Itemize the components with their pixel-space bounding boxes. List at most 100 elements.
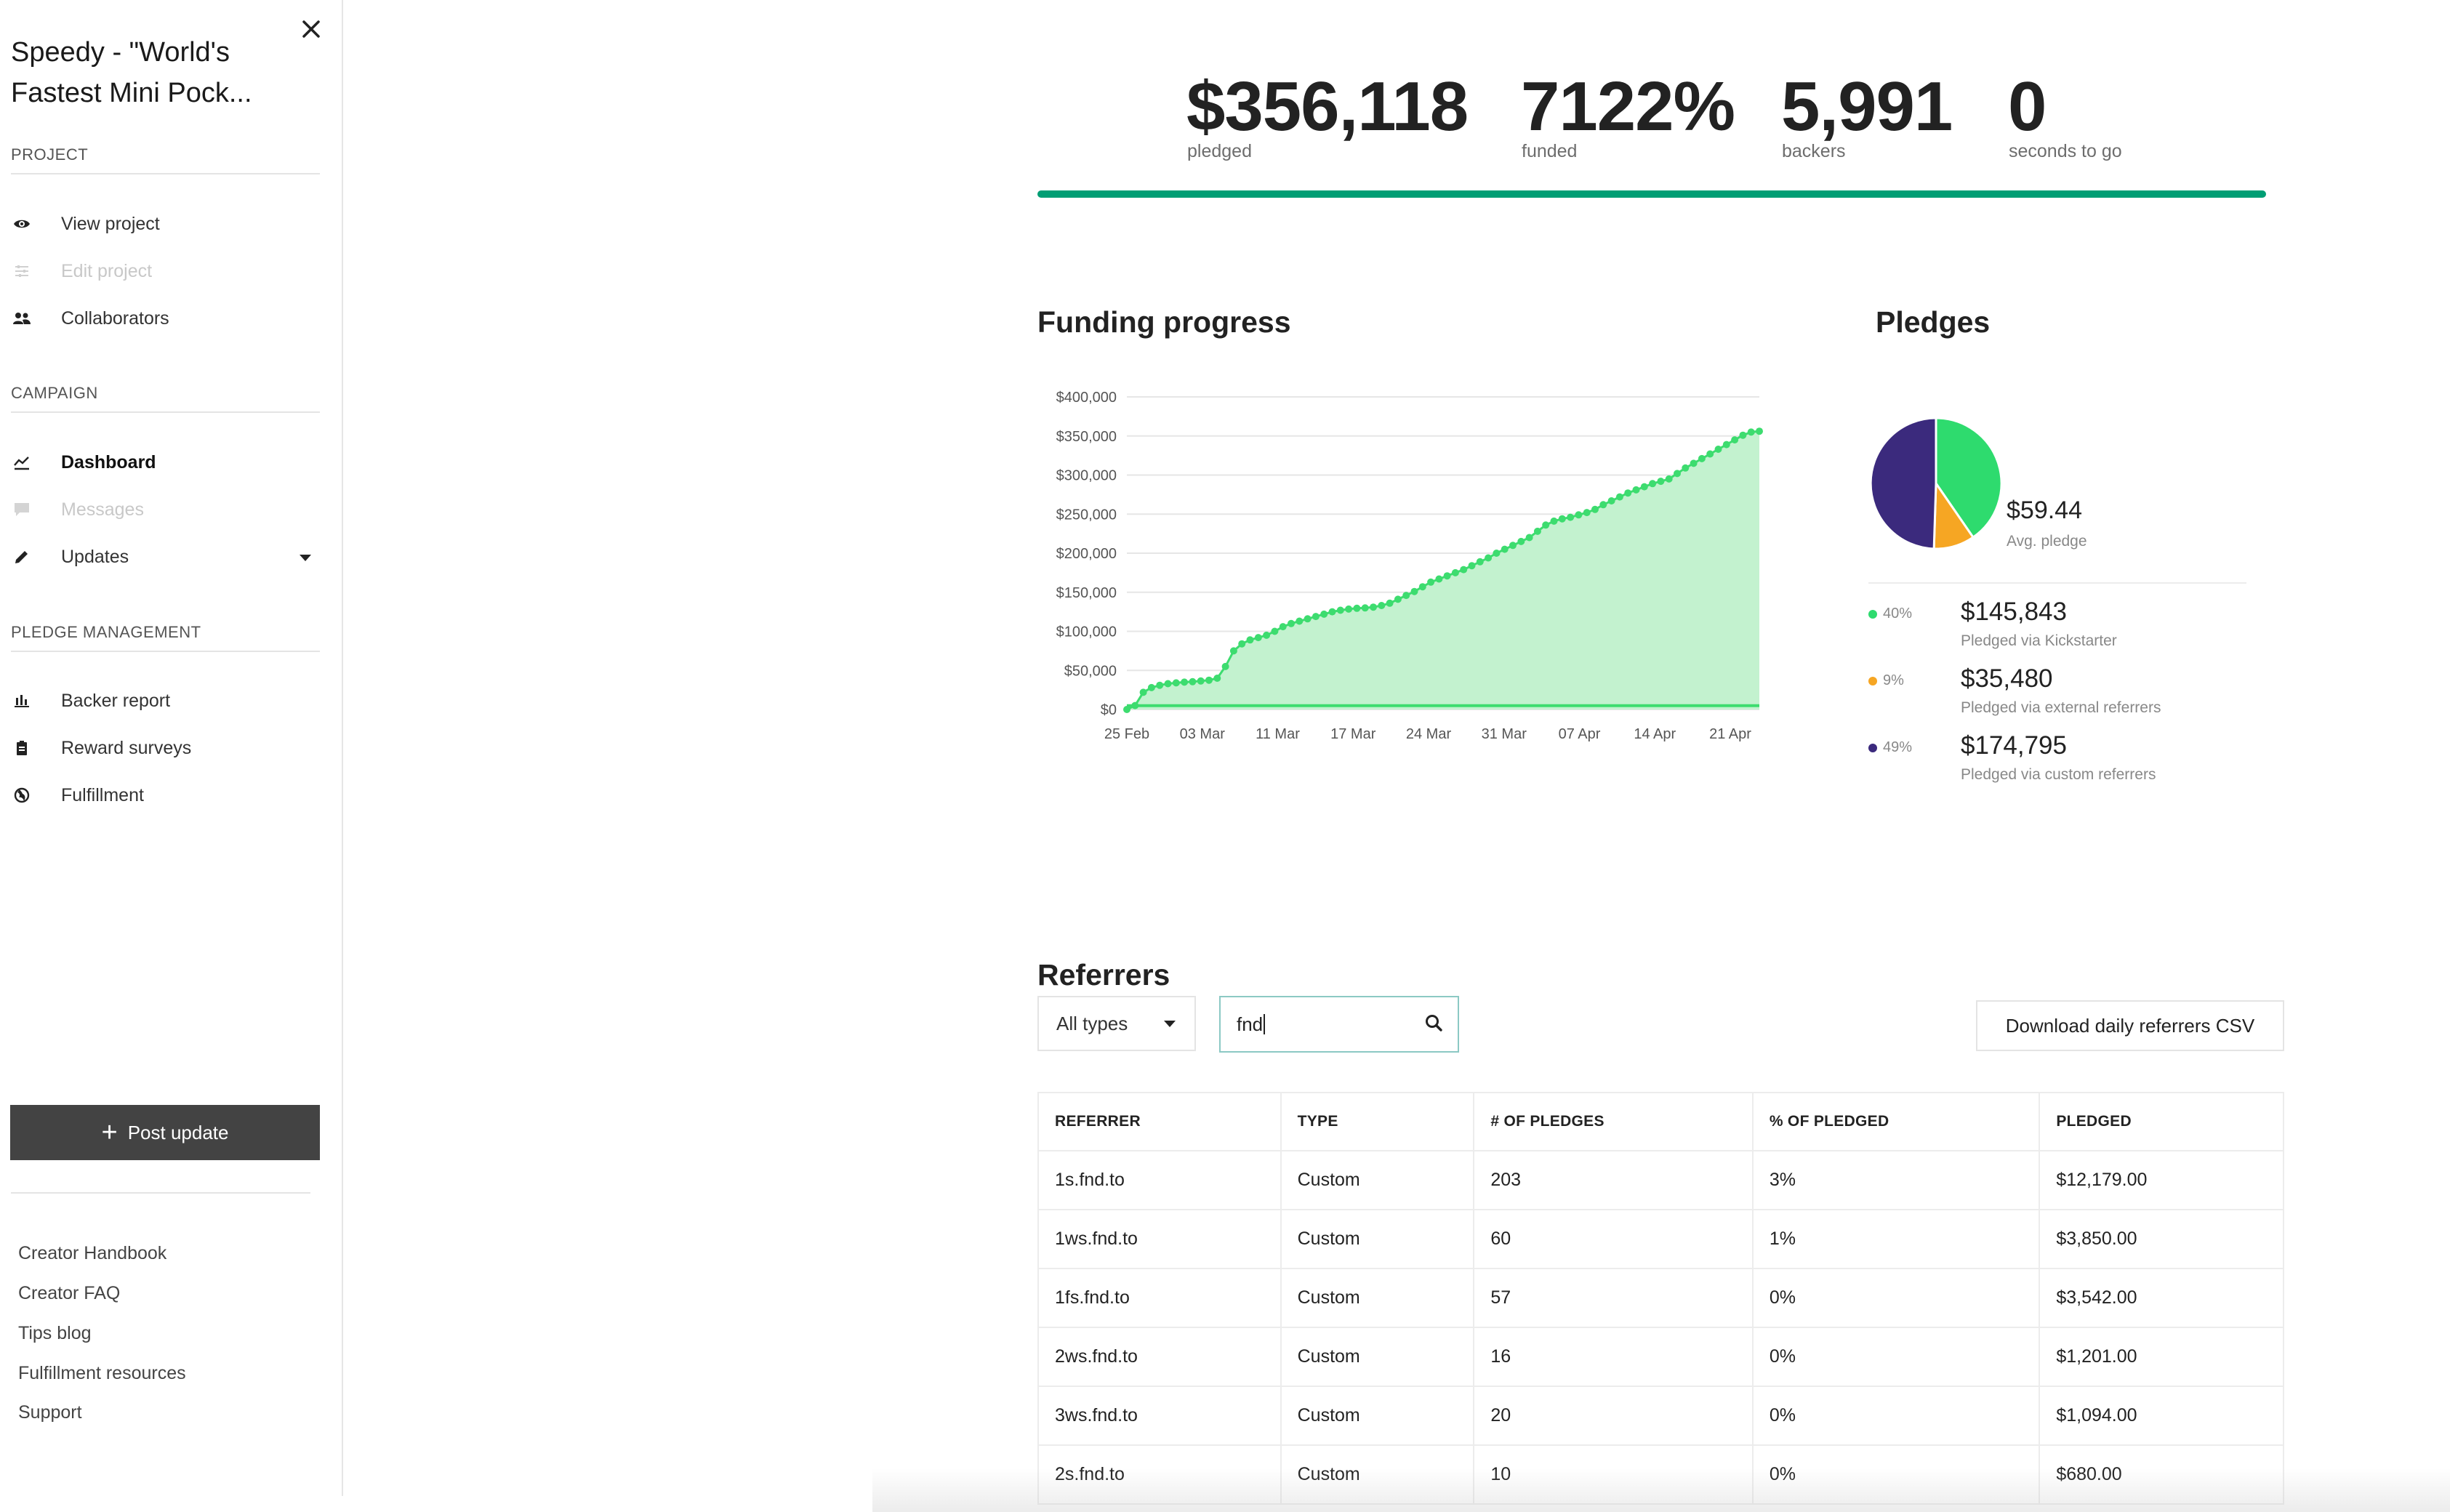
sidebar-item-fulfillment[interactable]: Fulfillment [11,777,320,813]
column-header-pledges[interactable]: # OF PLEDGES [1473,1092,1754,1151]
funding-data-point [1205,676,1213,684]
eye-icon [11,213,33,235]
cell-type: Custom [1280,1150,1475,1210]
table-row: 1ws.fnd.to Custom 60 1% $3,850.00 [1037,1209,2284,1269]
funding-data-point [1567,513,1575,521]
avg-pledge-label: Avg. pledge [2007,533,2087,550]
sidebar-item-dashboard[interactable]: Dashboard [11,444,320,480]
close-icon[interactable] [297,15,326,44]
funding-data-point [1263,631,1271,639]
post-update-button[interactable]: + Post update [10,1105,320,1160]
sidebar-item-messages[interactable]: Messages [11,491,320,528]
chevron-down-icon[interactable] [300,555,311,561]
post-update-label: Post update [127,1121,229,1143]
sidebar-item-label: Collaborators [61,307,169,329]
cell-pledged: $12,179.00 [2039,1150,2284,1210]
cell-percent: 0% [1751,1327,2041,1387]
cell-pledged: $3,850.00 [2039,1209,2284,1269]
legend-amount: $35,480 [1961,664,2053,693]
footer-link-creator-faq[interactable]: Creator FAQ [18,1283,121,1303]
funding-data-point [1418,583,1426,591]
funding-data-point [1221,662,1229,670]
cell-pledges: 57 [1473,1268,1754,1328]
funding-data-point [1246,636,1254,644]
legend-percent-text: 40% [1883,606,1913,622]
legend-description: Pledged via Kickstarter [1961,632,2117,649]
column-header-type[interactable]: TYPE [1280,1092,1475,1151]
sidebar: Speedy - "World's Fastest Mini Pock... P… [0,0,343,1496]
column-header-referrer[interactable]: REFERRER [1037,1092,1282,1151]
funding-data-point [1591,505,1599,513]
cell-type: Custom [1280,1209,1475,1269]
footer-link-creator-handbook[interactable]: Creator Handbook [18,1243,167,1263]
funding-data-point [1615,493,1623,501]
y-tick-label: $150,000 [1056,585,1117,601]
time-left-value: 0 [2008,68,2047,145]
search-icon[interactable] [1424,1013,1443,1037]
funding-data-point [1435,575,1443,583]
x-tick-label: 03 Mar [1180,726,1226,742]
funding-data-point [1147,683,1155,691]
chart-line-icon [11,451,33,473]
cell-type: Custom [1280,1327,1475,1387]
column-header-pledged[interactable]: PLEDGED [2039,1092,2284,1151]
funding-data-point [1139,688,1147,696]
x-tick-label: 21 Apr [1709,726,1751,742]
sidebar-item-edit-project[interactable]: Edit project [11,253,320,289]
download-csv-button[interactable]: Download daily referrers CSV [1976,1000,2284,1051]
referrer-type-select[interactable]: All types [1037,996,1196,1051]
footer-link-fulfillment-resources[interactable]: Fulfillment resources [18,1363,186,1383]
funding-data-point [1312,613,1320,621]
funding-data-point [1320,610,1328,618]
funding-data-point [1485,554,1493,562]
funding-data-point [1550,517,1558,525]
cell-referrer: 3ws.fnd.to [1037,1386,1282,1446]
funding-data-point [1345,605,1353,613]
funding-data-point [1558,515,1566,523]
table-row: 2s.fnd.to Custom 10 0% $680.00 [1037,1444,2284,1505]
pie-slice-0 [1935,417,2003,539]
funding-data-point [1353,604,1361,612]
sidebar-item-view-project[interactable]: View project [11,206,320,242]
x-tick-label: 07 Apr [1559,726,1601,742]
sidebar-item-label: Backer report [61,690,171,711]
funding-data-point [1394,595,1402,603]
sidebar-item-backer-report[interactable]: Backer report [11,683,320,719]
cell-percent: 0% [1751,1386,2041,1446]
sidebar-item-updates[interactable]: Updates [11,539,320,575]
funding-data-point [1427,578,1435,586]
funding-data-point [1747,428,1755,436]
column-header-percent[interactable]: % OF PLEDGED [1751,1092,2041,1151]
sidebar-item-reward-surveys[interactable]: Reward surveys [11,730,320,766]
bar-chart-icon [11,690,33,712]
search-value: fnd [1237,1013,1264,1035]
funding-data-point [1460,566,1468,574]
cell-referrer: 1ws.fnd.to [1037,1209,1282,1269]
funding-data-point [1690,459,1698,467]
y-tick-label: $0 [1101,702,1117,718]
text-cursor [1264,1014,1266,1034]
funding-data-point [1533,527,1541,535]
cell-referrer: 2ws.fnd.to [1037,1327,1282,1387]
plus-icon: + [101,1117,118,1148]
funding-data-point [1722,441,1730,449]
funding-data-point [1451,568,1459,576]
footer-link-tips-blog[interactable]: Tips blog [18,1323,92,1343]
funding-data-point [1599,501,1607,509]
funding-data-point [1468,562,1476,570]
table-header-row: REFERRER TYPE # OF PLEDGES % OF PLEDGED … [1037,1092,2284,1151]
sidebar-item-label: Fulfillment [61,784,144,805]
footer-link-support[interactable]: Support [18,1402,82,1423]
pledged-label: pledged [1187,141,1252,161]
funding-data-point [1181,678,1189,686]
chevron-down-icon [1164,1021,1176,1027]
sidebar-item-collaborators[interactable]: Collaborators [11,300,320,337]
funding-data-point [1370,603,1377,611]
x-tick-label: 14 Apr [1634,726,1676,742]
funding-data-point [1493,550,1501,557]
funding-progress-fill [1037,190,2266,198]
legend-percent: 9% [1868,672,1904,689]
table-row: 3ws.fnd.to Custom 20 0% $1,094.00 [1037,1386,2284,1446]
referrer-search-input[interactable]: fnd [1219,996,1459,1053]
funding-data-point [1402,592,1410,600]
